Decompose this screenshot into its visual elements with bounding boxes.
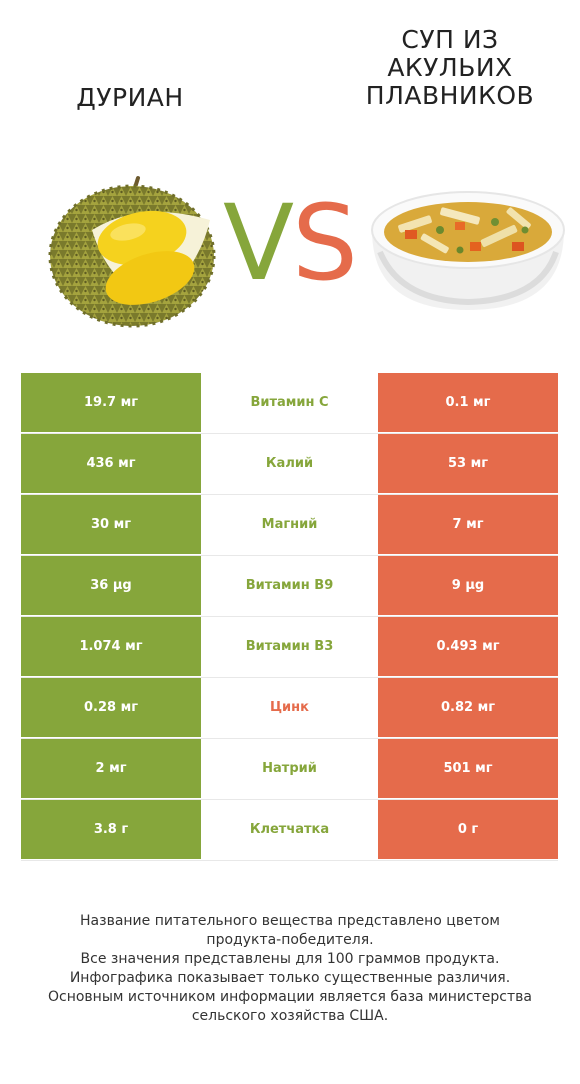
left-value: 0.28 мг	[21, 678, 201, 737]
nutrient-name: Натрий	[262, 761, 317, 776]
comparison-table: 19.7 мг Витамин C 0.1 мг 436 мг Калий 53 мг 30…	[21, 373, 558, 861]
nutrient-name: Калий	[265, 456, 314, 471]
left-product-title: ДУРИАН	[76, 83, 184, 112]
vs-letter-v: V	[223, 182, 295, 304]
table-row: 30 мг Магний 7 мг	[21, 495, 558, 556]
table-row: 3.8 г Клетчатка 0 г	[21, 800, 558, 861]
right-value: 53 мг	[378, 434, 558, 493]
right-value: 0.82 мг	[378, 678, 558, 737]
table-row: 19.7 мг Витамин C 0.1 мг	[21, 373, 558, 434]
footer-line: продукта-победителя.	[206, 932, 374, 948]
table-row: 0.28 мг Цинк 0.82 мг	[21, 678, 558, 739]
left-value: 2 мг	[21, 739, 201, 798]
table-row: 2 мг Натрий 501 мг	[21, 739, 558, 800]
table-row: 1.074 мг Витамин B3 0.493 мг	[21, 617, 558, 678]
nutrient-name: Магний	[261, 517, 318, 532]
left-value: 3.8 г	[21, 800, 201, 859]
left-value: 30 мг	[21, 495, 201, 554]
right-value: 9 µg	[378, 556, 558, 615]
soup-bowl-icon	[371, 191, 565, 310]
footer-line: Название питательного вещества представл…	[80, 913, 500, 929]
right-value: 0.493 мг	[378, 617, 558, 676]
left-value: 36 µg	[21, 556, 201, 615]
nutrient-name: Цинк	[270, 700, 309, 715]
table-row: 436 мг Калий 53 мг	[21, 434, 558, 495]
nutrient-name: Витамин B3	[245, 639, 334, 654]
nutrient-name: Витамин C	[250, 395, 329, 410]
right-title-line: ПЛАВНИКОВ	[365, 81, 535, 110]
footer-line: Основным источником информации является …	[48, 989, 532, 1005]
left-value: 436 мг	[21, 434, 201, 493]
product-images	[48, 176, 565, 328]
vs-letter-s: S	[292, 182, 359, 304]
footer-line: Все значения представлены для 100 граммо…	[80, 951, 500, 967]
footer-line: Инфографика показывает только существенн…	[69, 970, 511, 986]
footer-line: сельского хозяйства США.	[191, 1008, 389, 1024]
nutrient-name: Витамин B9	[245, 578, 334, 593]
nutrient-name: Клетчатка	[249, 822, 330, 837]
left-value: 19.7 мг	[21, 373, 201, 432]
right-product-title: СУП ИЗ АКУЛЬИХ ПЛАВНИКОВ	[340, 26, 560, 110]
right-value: 501 мг	[378, 739, 558, 798]
durian-icon	[48, 176, 216, 328]
right-title-line: СУП ИЗ	[401, 25, 499, 54]
footer-notes: Название питательного вещества представл…	[20, 912, 560, 1026]
right-value: 0 г	[378, 800, 558, 859]
right-value: 0.1 мг	[378, 373, 558, 432]
table-row: 36 µg Витамин B9 9 µg	[21, 556, 558, 617]
right-title-line: АКУЛЬИХ	[387, 53, 513, 82]
left-value: 1.074 мг	[21, 617, 201, 676]
right-value: 7 мг	[378, 495, 558, 554]
